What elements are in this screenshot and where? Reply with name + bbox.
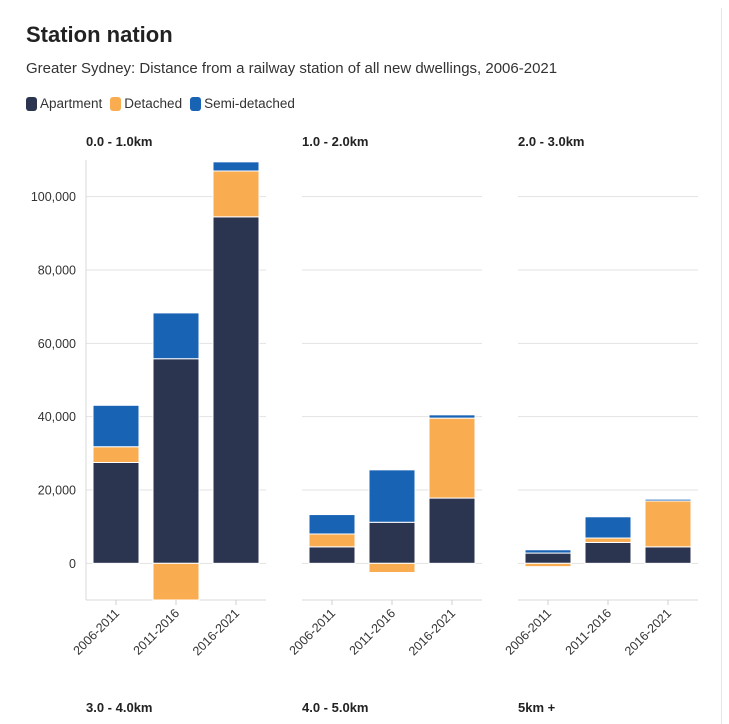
bar-apartment: [368, 521, 416, 564]
x-tick-label: 2016-2021: [190, 606, 242, 658]
panel-label: 0.0 - 1.0km: [86, 134, 153, 149]
panel-label: 5km +: [518, 700, 556, 715]
x-tick-label: 2006-2011: [287, 606, 339, 658]
y-tick-label: 60,000: [38, 337, 76, 351]
bar-semi-detached: [212, 161, 260, 172]
bar-semi-detached: [524, 549, 572, 554]
legend-swatch-semi-detached: [190, 96, 202, 111]
bar-detached: [368, 562, 416, 573]
x-tick-label: 2011-2016: [131, 606, 183, 658]
bar-apartment: [644, 546, 692, 564]
bar-semi-detached: [584, 516, 632, 539]
x-tick-label: 2006-2011: [71, 606, 123, 658]
legend-label-apartment: Apartment: [40, 96, 103, 111]
y-tick-label: 80,000: [38, 264, 76, 278]
x-tick-label: 2016-2021: [622, 606, 674, 658]
bar-semi-detached: [644, 498, 692, 502]
bar-apartment: [524, 552, 572, 564]
legend-label-detached: Detached: [124, 96, 183, 111]
panel-label: 1.0 - 2.0km: [302, 134, 369, 149]
y-tick-label: 20,000: [38, 484, 76, 498]
chart-title: Station nation: [26, 22, 173, 47]
bar-apartment: [212, 216, 260, 564]
bar-apartment: [92, 462, 140, 564]
bar-semi-detached: [308, 514, 356, 535]
legend-label-semi-detached: Semi-detached: [204, 96, 295, 111]
legend-swatch-apartment: [26, 96, 37, 111]
bar-detached: [584, 537, 632, 543]
bar-detached: [212, 170, 260, 218]
panel-edge-divider: [721, 8, 722, 724]
bar-detached: [92, 446, 140, 464]
bar-detached: [308, 533, 356, 548]
legend-swatch-detached: [110, 96, 122, 111]
bar-apartment: [428, 497, 476, 564]
chart-subtitle: Greater Sydney: Distance from a railway …: [26, 60, 558, 77]
bar-semi-detached: [428, 414, 476, 419]
panel-label: 4.0 - 5.0km: [302, 700, 369, 715]
bar-apartment: [152, 358, 200, 564]
bar-detached: [428, 417, 476, 499]
bar-detached: [524, 562, 572, 568]
bar-semi-detached: [92, 404, 140, 448]
legend-item-apartment: Apartment: [26, 96, 102, 111]
panel-label: 2.0 - 3.0km: [518, 134, 585, 149]
bar-semi-detached: [368, 469, 416, 523]
legend: Apartment Detached Semi-detached: [26, 96, 303, 111]
bar-semi-detached: [152, 312, 200, 360]
panel-label: 3.0 - 4.0km: [86, 700, 153, 715]
legend-item-detached: Detached: [110, 96, 182, 111]
bar-apartment: [308, 546, 356, 564]
x-tick-label: 2011-2016: [563, 606, 615, 658]
legend-item-semi-detached: Semi-detached: [190, 96, 295, 111]
y-tick-label: 40,000: [38, 410, 76, 424]
x-tick-label: 2016-2021: [406, 606, 458, 658]
bar-apartment: [584, 541, 632, 564]
x-tick-label: 2006-2011: [503, 606, 555, 658]
y-tick-label: 0: [69, 557, 76, 571]
y-tick-label: 100,000: [31, 190, 76, 204]
bar-detached: [152, 562, 200, 601]
bar-detached: [644, 500, 692, 548]
x-tick-label: 2011-2016: [347, 606, 399, 658]
